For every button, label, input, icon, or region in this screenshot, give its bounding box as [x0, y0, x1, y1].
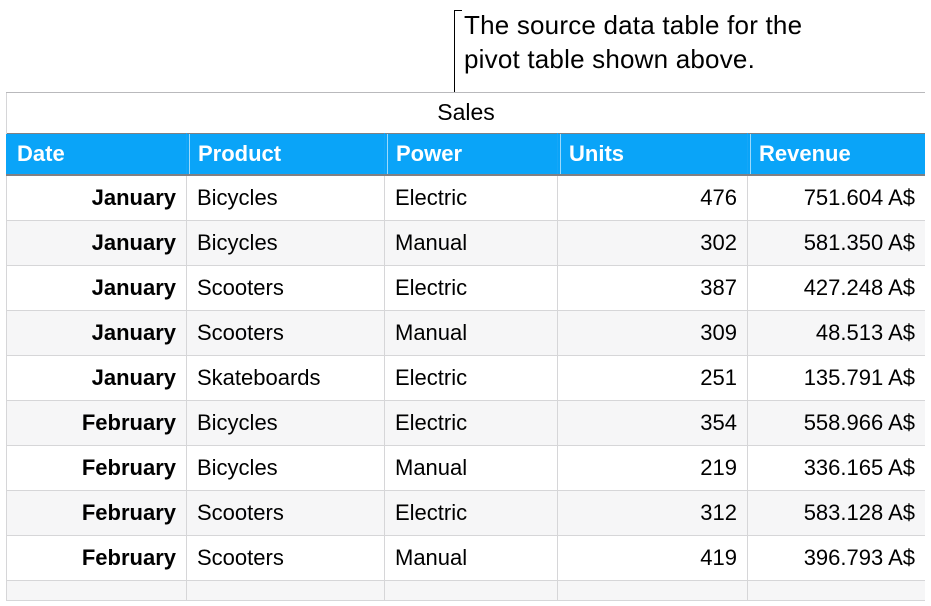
- column-header-product: Product: [187, 133, 385, 175]
- callout-text: The source data table for the pivot tabl…: [464, 8, 802, 76]
- cell-units: 312: [558, 490, 748, 535]
- column-header-label: Power: [387, 134, 547, 175]
- cell-power: Manual: [385, 445, 558, 490]
- sales-table-container: Sales Date Product Power Units Revenue Janua…: [6, 92, 925, 606]
- column-header-label: Date: [9, 134, 176, 175]
- cell-units: 302: [558, 220, 748, 265]
- table-row: FebruaryScootersElectric312583.128 A$: [7, 490, 926, 535]
- cell-date: February: [7, 535, 187, 580]
- table-title-row: Sales: [7, 93, 926, 133]
- table-row: JanuaryScootersManual30948.513 A$: [7, 310, 926, 355]
- cell-product: Bicycles: [187, 445, 385, 490]
- cell-empty: [385, 580, 558, 600]
- cell-date: January: [7, 355, 187, 400]
- column-header-label: Units: [560, 134, 737, 175]
- cell-revenue: 48.513 A$: [748, 310, 926, 355]
- cell-power: Manual: [385, 535, 558, 580]
- cell-power: Electric: [385, 400, 558, 445]
- cell-empty: [187, 580, 385, 600]
- cell-product: Skateboards: [187, 355, 385, 400]
- cell-units: 219: [558, 445, 748, 490]
- table-row: JanuaryBicyclesElectric476751.604 A$: [7, 175, 926, 220]
- cell-date: January: [7, 175, 187, 220]
- table-header-row: Date Product Power Units Revenue: [7, 133, 926, 175]
- cell-units: 387: [558, 265, 748, 310]
- column-header-units: Units: [558, 133, 748, 175]
- table-row: FebruaryBicyclesManual219336.165 A$: [7, 445, 926, 490]
- column-header-power: Power: [385, 133, 558, 175]
- sales-table: Sales Date Product Power Units Revenue Janua…: [6, 93, 925, 601]
- column-header-revenue: Revenue: [748, 133, 926, 175]
- cell-revenue: 427.248 A$: [748, 265, 926, 310]
- cell-empty: [7, 580, 187, 600]
- cell-units: 419: [558, 535, 748, 580]
- cell-date: January: [7, 220, 187, 265]
- cell-product: Scooters: [187, 310, 385, 355]
- cell-units: 251: [558, 355, 748, 400]
- cell-revenue: 135.791 A$: [748, 355, 926, 400]
- cell-revenue: 581.350 A$: [748, 220, 926, 265]
- callout-text-line1: The source data table for the: [464, 10, 802, 40]
- cell-product: Scooters: [187, 265, 385, 310]
- cell-revenue: 558.966 A$: [748, 400, 926, 445]
- callout-leader-line: [454, 10, 462, 11]
- table-title: Sales: [7, 93, 926, 133]
- cell-date: February: [7, 400, 187, 445]
- cell-date: February: [7, 490, 187, 535]
- table-body: JanuaryBicyclesElectric476751.604 A$Janu…: [7, 175, 926, 600]
- cell-empty: [558, 580, 748, 600]
- column-header-label: Product: [189, 134, 374, 175]
- column-header-label: Revenue: [750, 134, 915, 175]
- cell-product: Bicycles: [187, 220, 385, 265]
- cell-power: Electric: [385, 175, 558, 220]
- cell-date: January: [7, 265, 187, 310]
- cell-date: February: [7, 445, 187, 490]
- cell-units: 354: [558, 400, 748, 445]
- table-row: JanuaryScootersElectric387427.248 A$: [7, 265, 926, 310]
- cell-power: Electric: [385, 355, 558, 400]
- cell-product: Scooters: [187, 490, 385, 535]
- cell-revenue: 583.128 A$: [748, 490, 926, 535]
- cell-product: Bicycles: [187, 175, 385, 220]
- cell-revenue: 751.604 A$: [748, 175, 926, 220]
- table-row: [7, 580, 926, 600]
- cell-power: Manual: [385, 220, 558, 265]
- cell-empty: [748, 580, 926, 600]
- callout-leader-line: [454, 10, 455, 92]
- table-row: JanuarySkateboardsElectric251135.791 A$: [7, 355, 926, 400]
- cell-date: January: [7, 310, 187, 355]
- table-row: FebruaryBicyclesElectric354558.966 A$: [7, 400, 926, 445]
- cell-power: Electric: [385, 265, 558, 310]
- table-row: FebruaryScootersManual419396.793 A$: [7, 535, 926, 580]
- callout-text-line2: pivot table shown above.: [464, 44, 755, 74]
- cell-units: 476: [558, 175, 748, 220]
- table-row: JanuaryBicyclesManual302581.350 A$: [7, 220, 926, 265]
- cell-product: Scooters: [187, 535, 385, 580]
- cell-revenue: 336.165 A$: [748, 445, 926, 490]
- cell-product: Bicycles: [187, 400, 385, 445]
- cell-power: Electric: [385, 490, 558, 535]
- cell-units: 309: [558, 310, 748, 355]
- cell-revenue: 396.793 A$: [748, 535, 926, 580]
- column-header-date: Date: [7, 133, 187, 175]
- cell-power: Manual: [385, 310, 558, 355]
